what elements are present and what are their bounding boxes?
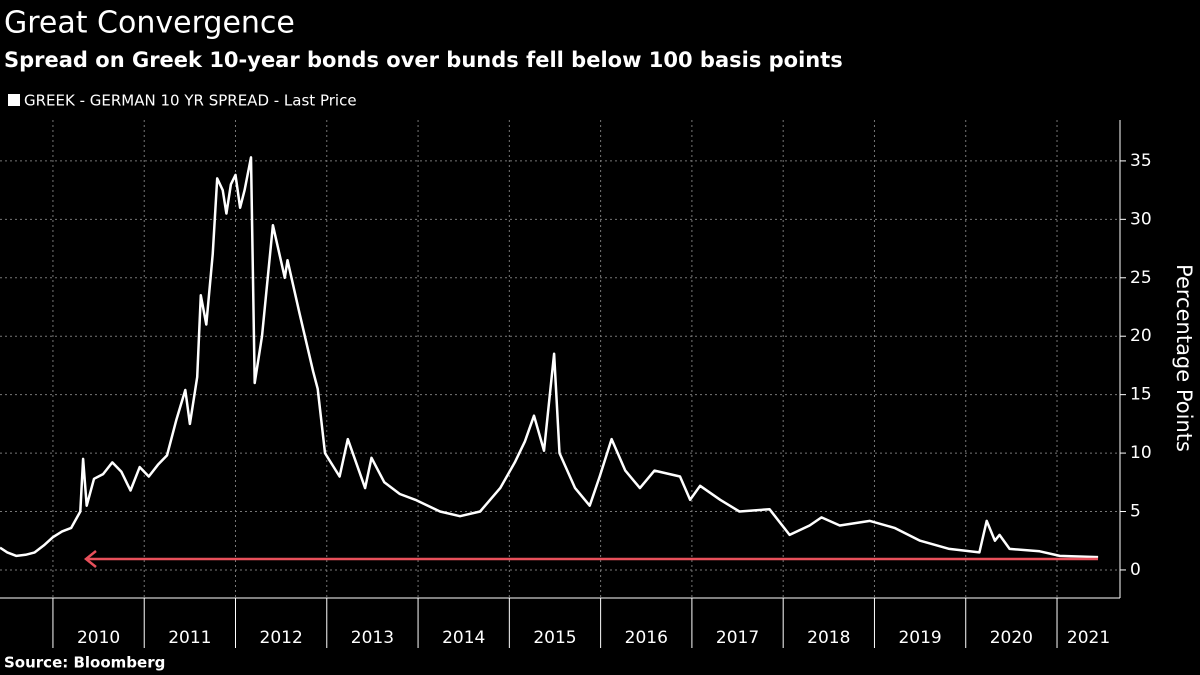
y-tick-label: 30 [1130,209,1152,229]
data-line [0,156,1099,559]
x-tick-label: 2012 [260,628,303,648]
y-tick-label: 15 [1130,385,1152,405]
chart-title: Great Convergence [4,6,295,41]
x-tick-label: 2015 [533,628,576,648]
y-tick-label: 25 [1130,268,1152,288]
x-tick-label: 2020 [990,628,1033,648]
x-tick-label: 2013 [351,628,394,648]
x-tick-label: 2016 [625,628,668,648]
x-tick-label: 2017 [716,628,759,648]
y-axis-label: Percentage Points [1172,264,1196,452]
x-tick-label: 2011 [168,628,211,648]
x-tick-label: 2010 [77,628,120,648]
y-tick-label: 20 [1130,326,1152,346]
y-tick-label: 10 [1130,443,1152,463]
x-tick-label: 2014 [442,628,485,648]
y-tick-label: 35 [1130,151,1152,171]
y-tick-label: 0 [1130,560,1141,580]
y-tick-label: 5 [1130,502,1141,522]
x-tick-label: 2019 [898,628,941,648]
source: Source: Bloomberg [4,654,165,672]
x-tick-label: 2018 [807,628,850,648]
chart-subtitle: Spread on Greek 10-year bonds over bunds… [4,48,843,72]
legend-swatch [8,94,20,106]
annotation-arrowhead [83,550,97,568]
x-tick-label: 2021 [1067,628,1110,648]
legend-label: GREEK - GERMAN 10 YR SPREAD - Last Price [24,92,357,110]
